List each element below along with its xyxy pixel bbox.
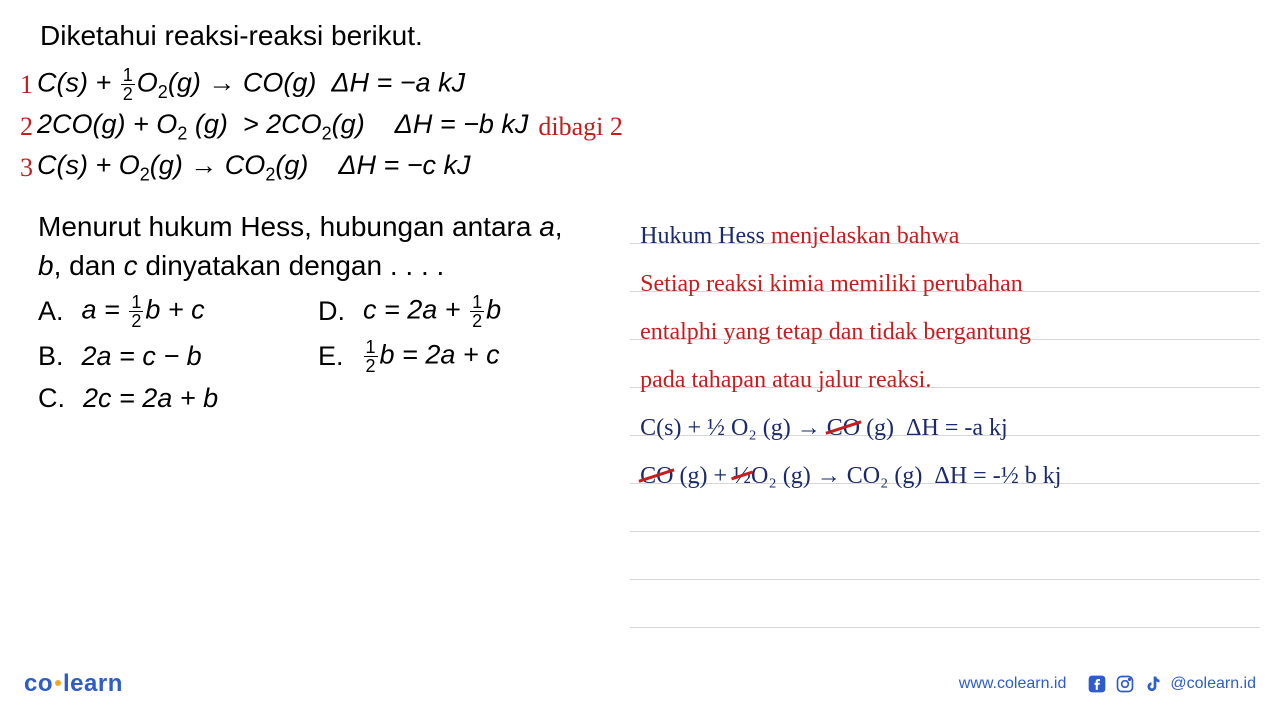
hw-line-3: entalphi yang tetap dan tidak bergantung	[630, 308, 1260, 356]
hw-equation-1: C(s) + ½ O₂ (g) → CO (g) ΔH = -a kj	[630, 404, 1260, 452]
option-d: D.c = 2a + 12b	[318, 293, 598, 330]
equation-3: 3 C(s) + O2(g) → CO2(g) ΔH = −c kJ	[20, 150, 1260, 185]
social-handle[interactable]: @colearn.id	[1170, 675, 1256, 693]
question-text: Menurut hukum Hess, hubungan antara a,b,…	[38, 207, 630, 285]
eq-number: 2	[20, 112, 33, 142]
social-icons: @colearn.id	[1086, 673, 1256, 695]
logo-dot-icon	[55, 680, 61, 686]
option-b: B.2a = c − b	[38, 338, 318, 375]
eq-text: 2CO(g) + O2 (g) > 2CO2(g) ΔH = −b kJ	[37, 109, 528, 144]
option-e: E.12b = 2a + c	[318, 338, 598, 375]
option-c: C.2c = 2a + b	[38, 383, 318, 414]
hw-line-2: Setiap reaksi kimia memiliki perubahan	[630, 260, 1260, 308]
footer-right: www.colearn.id @colearn.id	[959, 673, 1256, 695]
equations-block: 1 C(s) + 12O2(g) → CO(g) ΔH = −a kJ 2 2C…	[20, 60, 1260, 192]
main-area: Menurut hukum Hess, hubungan antara a,b,…	[20, 197, 1260, 500]
facebook-icon[interactable]	[1086, 673, 1108, 695]
hw-equation-2: CO (g) + ½O₂ (g) → CO₂ (g) ΔH = -½ b kj	[630, 452, 1260, 500]
hw-line-4: pada tahapan atau jalur reaksi.	[630, 356, 1260, 404]
eq-number: 1	[20, 70, 33, 100]
problem-title: Diketahui reaksi-reaksi berikut.	[40, 20, 1260, 52]
hw-line-1: Hukum Hess menjelaskan bahwa	[630, 212, 1260, 260]
footer: colearn www.colearn.id @colearn.id	[24, 670, 1256, 698]
option-a: A.a = 12b + c	[38, 293, 318, 330]
eq-annotation: dibagi 2	[538, 112, 623, 142]
equation-2: 2 2CO(g) + O2 (g) > 2CO2(g) ΔH = −b kJ d…	[20, 109, 1260, 144]
equation-1: 1 C(s) + 12O2(g) → CO(g) ΔH = −a kJ	[20, 66, 1260, 103]
eq-number: 3	[20, 153, 33, 183]
eq-text: C(s) + O2(g) → CO2(g) ΔH = −c kJ	[37, 150, 471, 185]
instagram-icon[interactable]	[1114, 673, 1136, 695]
website-link[interactable]: www.colearn.id	[959, 675, 1067, 693]
main-content: Diketahui reaksi-reaksi berikut. 1 C(s) …	[0, 0, 1280, 500]
handwritten-notes: Hukum Hess menjelaskan bahwa Setiap reak…	[630, 197, 1260, 500]
brand-logo: colearn	[24, 670, 123, 698]
tiktok-icon[interactable]	[1142, 673, 1164, 695]
eq-text: C(s) + 12O2(g) → CO(g) ΔH = −a kJ	[37, 66, 465, 103]
options-grid: A.a = 12b + c D.c = 2a + 12b B.2a = c − …	[38, 293, 630, 414]
left-column: Menurut hukum Hess, hubungan antara a,b,…	[20, 197, 630, 500]
